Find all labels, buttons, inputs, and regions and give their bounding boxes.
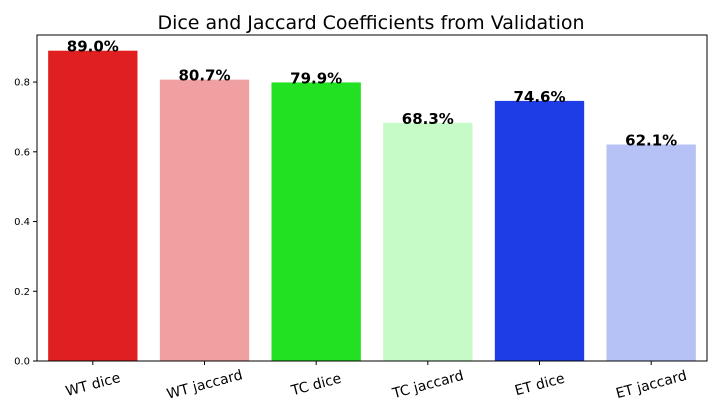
x-tick-label: ET jaccard: [614, 368, 688, 402]
bar-tc-dice: [271, 82, 361, 361]
x-tick-label: WT dice: [64, 370, 122, 400]
x-tick-label: WT jaccard: [165, 367, 244, 403]
y-tick-label: 0.0: [14, 357, 30, 368]
bars-layer: [48, 50, 696, 361]
x-tick-label: TC jaccard: [390, 368, 465, 403]
y-tick-label: 0.2: [14, 287, 30, 298]
y-tick-label: 0.8: [14, 78, 30, 89]
bar-et-dice: [494, 100, 585, 361]
y-axis: 0.0 0.2 0.4 0.6 0.8: [14, 78, 37, 368]
x-tick-label: TC dice: [289, 371, 343, 400]
y-tick-label: 0.4: [14, 217, 30, 228]
bar-wt-dice: [48, 50, 138, 361]
x-tick-label: ET dice: [513, 371, 566, 400]
y-tick-label: 0.6: [14, 147, 30, 158]
data-labels-layer: 89.0% 80.7% 79.9% 68.3% 74.6% 62.1%: [67, 38, 677, 150]
plot-frame: [36, 34, 708, 362]
bar-et-jaccard: [606, 144, 696, 361]
bar-tc-jaccard: [383, 122, 473, 361]
data-label: 80.7%: [178, 67, 230, 85]
bar-wt-jaccard: [159, 79, 250, 361]
x-axis: WT dice WT jaccard TC dice TC jaccard ET dic…: [64, 361, 689, 403]
data-label: 68.3%: [402, 110, 454, 128]
data-label: 62.1%: [625, 131, 677, 149]
data-label: 74.6%: [513, 88, 565, 106]
data-label: 79.9%: [290, 69, 342, 87]
chart-title: Dice and Jaccard Coefficients from Valid…: [157, 12, 584, 34]
data-label: 89.0%: [67, 38, 119, 56]
